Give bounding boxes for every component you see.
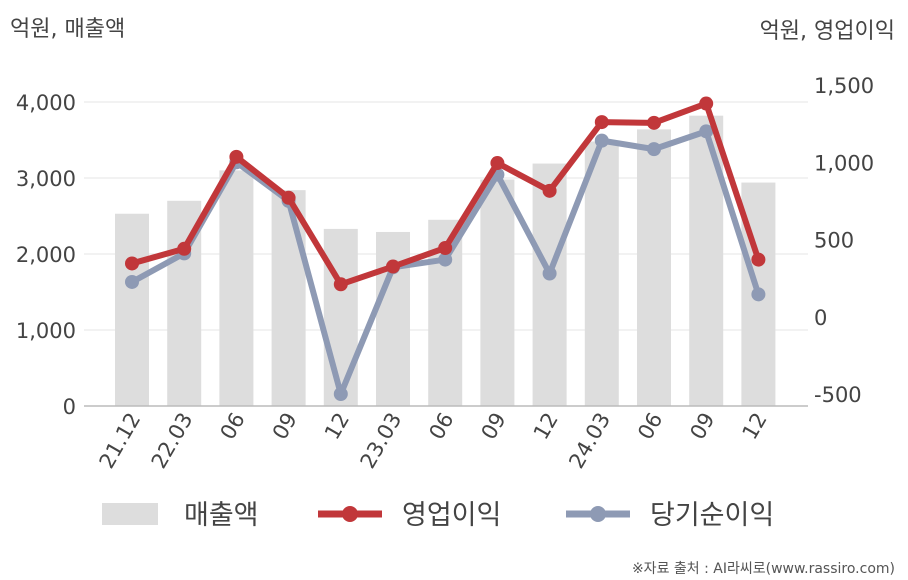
point-operating-profit [490, 156, 505, 171]
x-tick-label: 09 [685, 409, 719, 444]
point-operating-profit [125, 256, 139, 271]
left-tick-label: 0 [63, 395, 76, 419]
legend: 매출액 영업이익 당기순이익 [102, 500, 774, 531]
x-axis: 21.12 22.03 06 09 12 23.03 06 09 12 24.03 06 09 12 [94, 409, 771, 473]
source-note: ※자료 출처 : AI라씨로(www.rassiro.com) [632, 561, 895, 577]
point-net-income [647, 142, 661, 157]
right-axis: -500 0 500 1,000 1,500 [814, 74, 874, 407]
x-tick-label: 22.03 [147, 409, 198, 473]
legend-marker-net-income [590, 506, 606, 522]
point-net-income [751, 287, 766, 302]
point-operating-profit [594, 115, 609, 130]
bar-revenue [480, 179, 515, 406]
left-tick-label: 2,000 [16, 243, 76, 267]
legend-label-operating-profit: 영업이익 [402, 500, 501, 531]
legend-label-net-income: 당기순이익 [650, 500, 774, 531]
point-operating-profit [542, 183, 557, 198]
legend-swatch-revenue [102, 503, 158, 525]
x-tick-label: 12 [738, 409, 772, 444]
x-tick-label: 12 [529, 409, 563, 444]
point-operating-profit [751, 252, 766, 267]
x-tick-label: 06 [216, 409, 250, 444]
left-tick-label: 1,000 [16, 319, 76, 343]
point-operating-profit [699, 96, 714, 111]
bar-revenue [532, 163, 567, 406]
right-tick-label: -500 [814, 383, 862, 407]
point-operating-profit [333, 277, 348, 292]
point-net-income [699, 124, 714, 139]
legend-label-revenue: 매출액 [184, 500, 259, 531]
x-tick-label: 09 [477, 409, 511, 444]
point-net-income [438, 252, 453, 267]
x-tick-label: 23.03 [355, 409, 406, 473]
left-axis-unit: 억원, 매출액 [10, 17, 125, 42]
left-tick-label: 4,000 [16, 91, 76, 115]
bar-revenue [637, 129, 671, 407]
point-net-income [333, 387, 348, 401]
right-tick-label: 1,000 [814, 151, 874, 175]
right-tick-label: 1,500 [814, 74, 874, 98]
x-tick-label: 06 [633, 409, 667, 444]
lines [125, 96, 766, 401]
bar-revenue [115, 213, 149, 406]
left-tick-label: 3,000 [16, 167, 76, 191]
point-operating-profit [386, 259, 400, 274]
x-tick-label: 24.03 [564, 409, 615, 473]
bar-revenue [271, 190, 306, 406]
x-tick-label: 21.12 [94, 409, 145, 473]
right-axis-unit: 억원, 영업이익 [760, 19, 895, 44]
point-operating-profit [647, 115, 661, 130]
bar-revenue [584, 141, 619, 406]
point-operating-profit [438, 240, 453, 255]
bar-revenue [323, 228, 358, 406]
point-net-income [542, 266, 557, 281]
x-tick-label: 09 [268, 409, 302, 444]
legend-marker-operating-profit [342, 506, 358, 522]
x-tick-label: 12 [320, 409, 354, 444]
right-tick-label: 0 [814, 306, 827, 330]
bar-revenue [219, 170, 254, 406]
point-net-income [125, 274, 139, 289]
right-tick-label: 500 [814, 229, 854, 253]
x-tick-label: 06 [424, 409, 458, 444]
bars [115, 115, 776, 407]
point-operating-profit [281, 190, 296, 205]
point-operating-profit [229, 149, 244, 164]
left-axis: 0 1,000 2,000 3,000 4,000 [16, 91, 76, 419]
point-net-income [594, 133, 609, 148]
point-operating-profit [177, 241, 192, 256]
bar-revenue [376, 231, 410, 406]
